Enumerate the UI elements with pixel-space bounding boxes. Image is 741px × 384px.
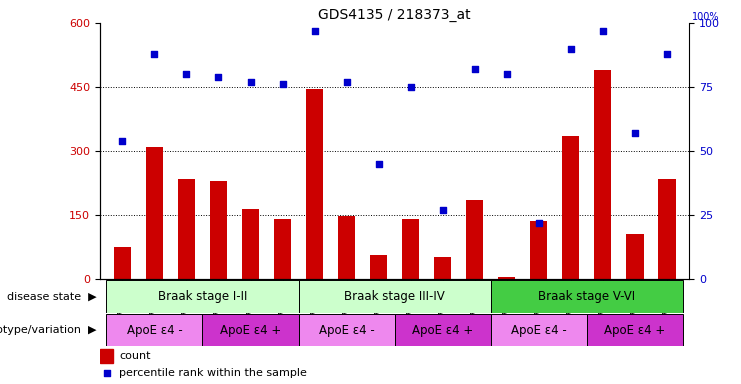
Text: ApoE ε4 +: ApoE ε4 + <box>220 324 281 336</box>
Text: Braak stage III-IV: Braak stage III-IV <box>345 290 445 303</box>
Bar <box>107 280 299 313</box>
Point <box>341 79 353 85</box>
Bar <box>210 181 227 279</box>
Text: Braak stage I-II: Braak stage I-II <box>158 290 247 303</box>
Bar <box>242 209 259 279</box>
Point <box>276 81 288 88</box>
Point <box>101 370 113 376</box>
Point <box>629 130 641 136</box>
Bar <box>658 179 676 279</box>
Bar <box>178 179 196 279</box>
Point <box>148 51 160 57</box>
Bar <box>299 314 395 346</box>
Bar <box>498 276 516 279</box>
Point <box>245 79 256 85</box>
Bar <box>202 314 299 346</box>
Bar <box>562 136 579 279</box>
Bar <box>530 221 548 279</box>
Bar <box>306 89 323 279</box>
Bar <box>466 200 483 279</box>
Point <box>469 66 481 72</box>
Text: ApoE ε4 +: ApoE ε4 + <box>604 324 665 336</box>
Bar <box>146 147 163 279</box>
Point <box>501 71 513 77</box>
Bar <box>113 247 131 279</box>
Title: GDS4135 / 218373_at: GDS4135 / 218373_at <box>319 8 471 22</box>
Text: ApoE ε4 -: ApoE ε4 - <box>511 324 567 336</box>
Bar <box>100 349 113 363</box>
Text: count: count <box>119 351 150 361</box>
Point <box>533 219 545 225</box>
Text: genotype/variation  ▶: genotype/variation ▶ <box>0 325 96 335</box>
Bar <box>395 314 491 346</box>
Bar <box>107 314 202 346</box>
Text: 100%: 100% <box>692 12 720 22</box>
Text: ApoE ε4 -: ApoE ε4 - <box>319 324 374 336</box>
Bar <box>594 70 611 279</box>
Point <box>436 207 448 213</box>
Bar <box>273 219 291 279</box>
Point <box>661 51 673 57</box>
Bar <box>491 314 587 346</box>
Point <box>213 74 225 80</box>
Point <box>116 137 128 144</box>
Bar <box>370 255 388 279</box>
Point <box>565 46 576 52</box>
Bar <box>491 280 682 313</box>
Bar <box>338 216 356 279</box>
Bar <box>587 314 682 346</box>
Bar <box>626 234 643 279</box>
Text: ApoE ε4 +: ApoE ε4 + <box>412 324 473 336</box>
Bar <box>402 219 419 279</box>
Text: ApoE ε4 -: ApoE ε4 - <box>127 324 182 336</box>
Point <box>308 28 320 34</box>
Text: percentile rank within the sample: percentile rank within the sample <box>119 368 307 378</box>
Text: Braak stage V-VI: Braak stage V-VI <box>538 290 635 303</box>
Bar <box>299 280 491 313</box>
Bar <box>433 257 451 279</box>
Point <box>597 28 608 34</box>
Point <box>405 84 416 90</box>
Point <box>373 161 385 167</box>
Text: disease state  ▶: disease state ▶ <box>7 291 96 301</box>
Point <box>181 71 193 77</box>
